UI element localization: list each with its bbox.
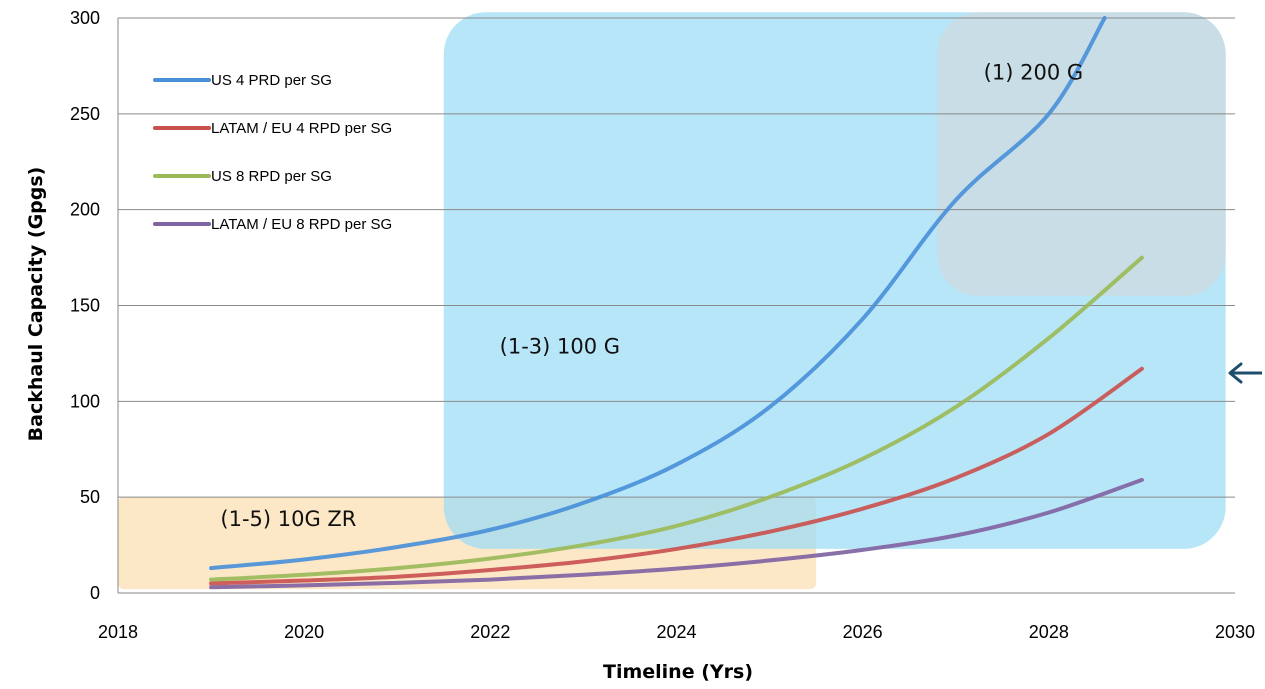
- x-tick-2028: 2028: [1029, 622, 1069, 642]
- arrow-icon: [1228, 362, 1262, 384]
- x-axis-ticks: 2018 2020 2022 2024 2026 2028 2030: [98, 622, 1255, 642]
- y-axis-title: Backhaul Capacity (Gpgs): [25, 167, 47, 442]
- capacity-regions: [118, 12, 1226, 590]
- legend-label: LATAM / EU 4 RPD per SG: [211, 120, 392, 137]
- y-tick-50: 50: [80, 487, 100, 507]
- legend-item-us-8-rpd-per-sg: US 8 RPD per SG: [153, 168, 332, 185]
- region-labels: (1-5) 10G ZR (1-3) 100 G (1) 200 G: [220, 60, 1083, 531]
- y-tick-150: 150: [70, 296, 100, 316]
- region-label-1-200-g: (1) 200 G: [984, 60, 1083, 84]
- x-tick-2024: 2024: [656, 622, 696, 642]
- legend-label: LATAM / EU 8 RPD per SG: [211, 216, 392, 233]
- y-tick-100: 100: [70, 391, 100, 411]
- x-tick-2030: 2030: [1215, 622, 1255, 642]
- y-tick-0: 0: [90, 583, 100, 603]
- y-axis-ticks: 0 50 100 150 200 250 300: [70, 8, 100, 603]
- legend-item-latam-eu-4-rpd-per-sg: LATAM / EU 4 RPD per SG: [153, 120, 392, 137]
- y-tick-300: 300: [70, 8, 100, 28]
- region-1-200-g: [937, 12, 1226, 296]
- legend-label: US 8 RPD per SG: [211, 168, 332, 185]
- series-lines: [209, 16, 1144, 590]
- series-line-latam-eu-4-rpd-per-sg: [209, 366, 1144, 586]
- legend-label: US 4 PRD per SG: [211, 72, 332, 89]
- series-line-us-8-rpd-per-sg: [209, 255, 1144, 582]
- x-axis-title: Timeline (Yrs): [603, 661, 753, 683]
- x-tick-2020: 2020: [284, 622, 324, 642]
- legend-item-latam-eu-8-rpd-per-sg: LATAM / EU 8 RPD per SG: [153, 216, 392, 233]
- series-line-us-4-prd-per-sg: [209, 16, 1107, 571]
- region-label-1-5-10g-zr: (1-5) 10G ZR: [220, 507, 356, 531]
- y-tick-250: 250: [70, 104, 100, 124]
- series-line-latam-eu-8-rpd-per-sg: [209, 477, 1144, 590]
- x-tick-2022: 2022: [470, 622, 510, 642]
- gridlines: [117, 17, 1235, 594]
- legend-item-us-4-prd-per-sg: US 4 PRD per SG: [153, 72, 332, 89]
- legend: US 4 PRD per SG LATAM / EU 4 RPD per SG US…: [153, 72, 392, 233]
- x-tick-2026: 2026: [843, 622, 883, 642]
- region-label-1-3-100-g: (1-3) 100 G: [500, 334, 620, 358]
- y-tick-200: 200: [70, 200, 100, 220]
- x-tick-2018: 2018: [98, 622, 138, 642]
